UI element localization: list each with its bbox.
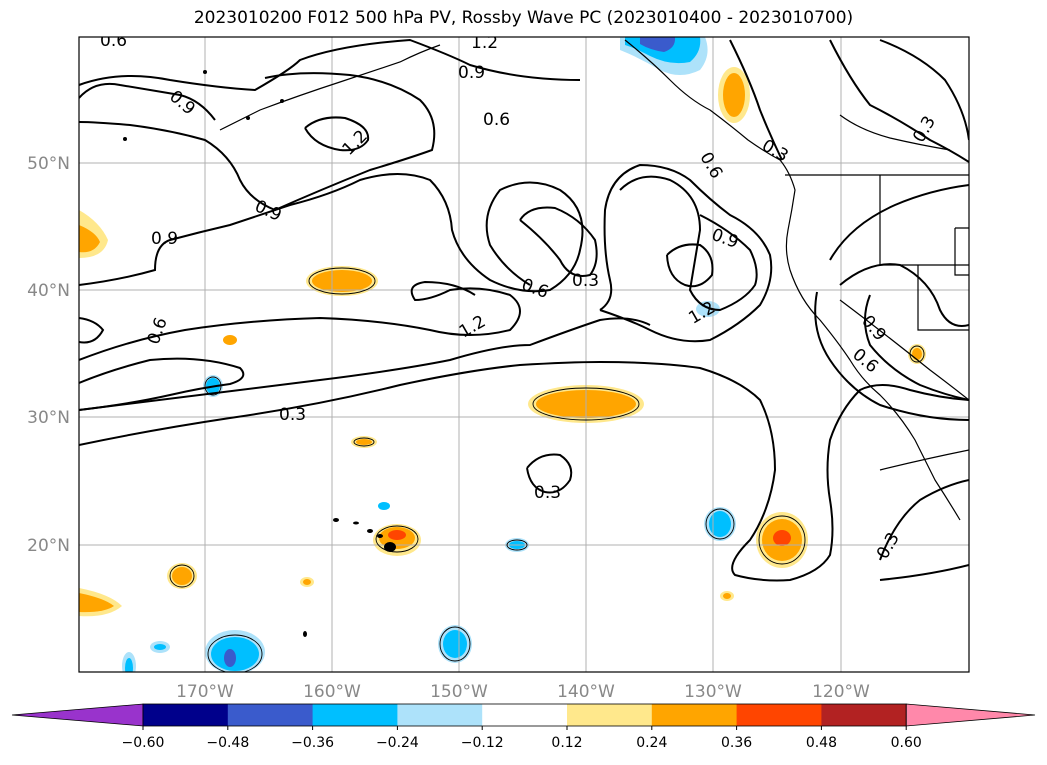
colorbar-segment <box>821 704 907 726</box>
colorbar-tick-label: 0.48 <box>806 735 837 751</box>
negative-anomaly-fills <box>122 37 736 672</box>
contour-label: 0.9 <box>458 63 485 83</box>
colorbar-tick-label: −0.24 <box>376 735 419 751</box>
lon-label-170w: 170°W <box>176 682 234 702</box>
lon-label-120w: 120°W <box>812 682 870 702</box>
lon-label-130w: 130°W <box>684 682 742 702</box>
coastlines <box>219 39 969 521</box>
colorbar: −0.60 −0.48 −0.36 −0.24 −0.12 0.12 0.24 0.36 0.4… <box>11 703 1036 751</box>
contour-label: 0.6 <box>100 31 127 51</box>
colorbar-tick-label: 0.60 <box>891 735 922 751</box>
lat-label-50n: 50°N <box>27 154 70 174</box>
lat-label-20n: 20°N <box>27 536 70 556</box>
lon-label-150w: 150°W <box>430 682 488 702</box>
lon-label-160w: 160°W <box>303 682 361 702</box>
anomaly-outlines <box>169 267 925 672</box>
colorbar-segment <box>143 704 229 726</box>
map-frame <box>78 36 970 673</box>
contour-label: 0.9 <box>151 229 178 249</box>
pv-contours <box>79 38 969 582</box>
colorbar-arrow-low <box>11 703 144 727</box>
lat-label-30n: 30°N <box>27 408 70 428</box>
contour-label: 0.6 <box>483 110 510 130</box>
colorbar-outline <box>142 703 907 727</box>
colorbar-segment <box>312 704 398 726</box>
colorbar-segment <box>482 704 568 726</box>
map-background <box>79 37 969 672</box>
colorbar-tick-label: −0.36 <box>291 735 334 751</box>
colorbar-segment <box>651 704 738 726</box>
colorbar-tick-label: −0.48 <box>206 735 249 751</box>
gridlines <box>79 37 969 672</box>
colorbar-segment <box>397 704 483 726</box>
islands <box>123 70 396 637</box>
colorbar-tick-label: 0.24 <box>636 735 667 751</box>
contour-label: 0.3 <box>279 405 306 425</box>
colorbar-arrow-high <box>905 703 1036 727</box>
latitude-labels: 50°N 40°N 30°N 20°N <box>27 154 70 556</box>
contour-label: 1.2 <box>471 33 498 53</box>
map-title: 2023010200 F012 500 hPa PV, Rossby Wave … <box>193 8 854 28</box>
longitude-labels: 170°W 160°W 150°W 140°W 130°W 120°W <box>176 682 870 702</box>
contour-label: 0.3 <box>572 271 599 291</box>
colorbar-segment <box>227 704 314 726</box>
colorbar-tick-label: −0.12 <box>461 735 504 751</box>
lon-label-140w: 140°W <box>557 682 615 702</box>
colorbar-tick-label: 0.12 <box>551 735 582 751</box>
colorbar-segment <box>567 704 653 726</box>
colorbar-tick-label: −0.60 <box>122 735 165 751</box>
lat-label-40n: 40°N <box>27 281 70 301</box>
colorbar-tick-label: 0.36 <box>721 735 752 751</box>
colorbar-segment <box>736 704 822 726</box>
contour-label: 0.3 <box>534 483 561 503</box>
